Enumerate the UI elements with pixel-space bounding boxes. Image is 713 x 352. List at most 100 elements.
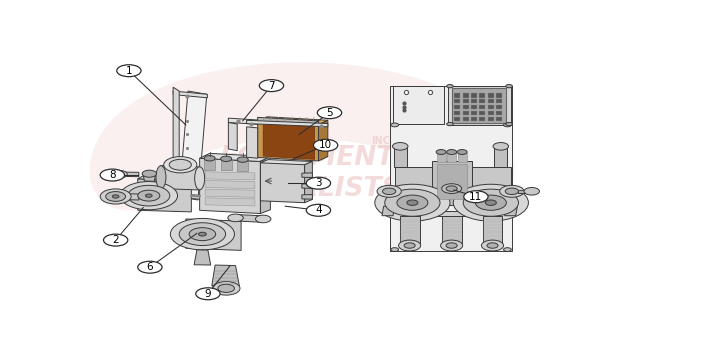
Polygon shape bbox=[385, 189, 396, 194]
Circle shape bbox=[179, 223, 225, 246]
Bar bbox=[454, 99, 461, 103]
Circle shape bbox=[476, 195, 506, 210]
Circle shape bbox=[487, 243, 498, 248]
Circle shape bbox=[138, 190, 160, 201]
Polygon shape bbox=[247, 127, 257, 158]
Circle shape bbox=[441, 240, 463, 251]
Polygon shape bbox=[228, 118, 288, 126]
Circle shape bbox=[145, 194, 152, 197]
Polygon shape bbox=[161, 165, 200, 190]
Polygon shape bbox=[173, 193, 207, 200]
Circle shape bbox=[198, 232, 206, 236]
Polygon shape bbox=[395, 167, 434, 212]
Circle shape bbox=[103, 234, 128, 246]
Bar bbox=[496, 105, 502, 109]
Bar bbox=[471, 117, 477, 121]
Circle shape bbox=[446, 150, 456, 155]
Polygon shape bbox=[138, 179, 191, 212]
Bar bbox=[471, 105, 477, 109]
Circle shape bbox=[503, 248, 511, 251]
Circle shape bbox=[100, 169, 125, 181]
Bar bbox=[463, 117, 468, 121]
Polygon shape bbox=[483, 216, 503, 243]
Polygon shape bbox=[382, 206, 395, 216]
Circle shape bbox=[307, 177, 331, 189]
Polygon shape bbox=[260, 157, 270, 214]
Circle shape bbox=[164, 157, 197, 173]
Circle shape bbox=[138, 261, 162, 273]
Polygon shape bbox=[205, 172, 255, 180]
Polygon shape bbox=[436, 153, 446, 162]
Bar bbox=[488, 105, 493, 109]
Polygon shape bbox=[247, 120, 328, 127]
Polygon shape bbox=[220, 160, 232, 170]
Circle shape bbox=[128, 186, 170, 206]
Circle shape bbox=[317, 107, 342, 119]
Ellipse shape bbox=[156, 166, 166, 189]
Polygon shape bbox=[194, 250, 211, 265]
Bar bbox=[479, 117, 486, 121]
Circle shape bbox=[446, 243, 457, 248]
Polygon shape bbox=[390, 86, 512, 251]
Circle shape bbox=[463, 191, 488, 203]
Circle shape bbox=[255, 215, 271, 223]
Polygon shape bbox=[494, 148, 508, 167]
Circle shape bbox=[503, 123, 511, 127]
Polygon shape bbox=[441, 216, 461, 243]
Polygon shape bbox=[506, 189, 518, 194]
Circle shape bbox=[463, 189, 518, 216]
Circle shape bbox=[307, 204, 331, 216]
Polygon shape bbox=[200, 153, 270, 162]
Bar bbox=[488, 117, 493, 121]
Bar bbox=[488, 99, 493, 103]
Polygon shape bbox=[237, 161, 248, 171]
Polygon shape bbox=[205, 181, 255, 189]
Bar bbox=[488, 111, 493, 115]
Polygon shape bbox=[319, 120, 328, 161]
Circle shape bbox=[170, 218, 235, 250]
Circle shape bbox=[391, 248, 399, 251]
Polygon shape bbox=[458, 153, 466, 162]
Circle shape bbox=[392, 143, 408, 150]
Polygon shape bbox=[277, 122, 288, 126]
Circle shape bbox=[391, 123, 399, 127]
Polygon shape bbox=[173, 91, 207, 98]
Circle shape bbox=[204, 156, 215, 161]
Circle shape bbox=[446, 186, 457, 191]
Text: EQUIPMENT: EQUIPMENT bbox=[220, 144, 395, 170]
Text: INC.: INC. bbox=[371, 136, 394, 146]
Bar bbox=[479, 111, 486, 115]
Circle shape bbox=[375, 184, 450, 221]
Text: 8: 8 bbox=[109, 170, 116, 180]
Circle shape bbox=[117, 65, 141, 77]
Ellipse shape bbox=[195, 167, 205, 190]
Bar bbox=[471, 99, 477, 103]
Circle shape bbox=[196, 288, 220, 300]
Polygon shape bbox=[205, 198, 255, 206]
Polygon shape bbox=[400, 216, 419, 243]
Text: 11: 11 bbox=[469, 192, 483, 202]
Text: 7: 7 bbox=[268, 81, 275, 90]
Circle shape bbox=[377, 186, 401, 197]
Polygon shape bbox=[123, 172, 139, 177]
Circle shape bbox=[397, 195, 428, 210]
Polygon shape bbox=[394, 148, 407, 167]
Bar bbox=[488, 93, 493, 98]
Circle shape bbox=[506, 188, 518, 195]
Bar bbox=[496, 117, 502, 121]
Polygon shape bbox=[257, 121, 319, 161]
Bar bbox=[496, 111, 502, 115]
Polygon shape bbox=[204, 159, 215, 170]
Polygon shape bbox=[212, 265, 240, 286]
Circle shape bbox=[142, 170, 157, 177]
Polygon shape bbox=[228, 122, 237, 151]
Polygon shape bbox=[304, 162, 312, 203]
Circle shape bbox=[113, 195, 119, 198]
Circle shape bbox=[446, 84, 453, 88]
Text: 2: 2 bbox=[113, 235, 119, 245]
Circle shape bbox=[493, 143, 508, 150]
Circle shape bbox=[506, 84, 513, 88]
Circle shape bbox=[457, 150, 467, 155]
Bar bbox=[454, 117, 461, 121]
Circle shape bbox=[481, 240, 503, 251]
